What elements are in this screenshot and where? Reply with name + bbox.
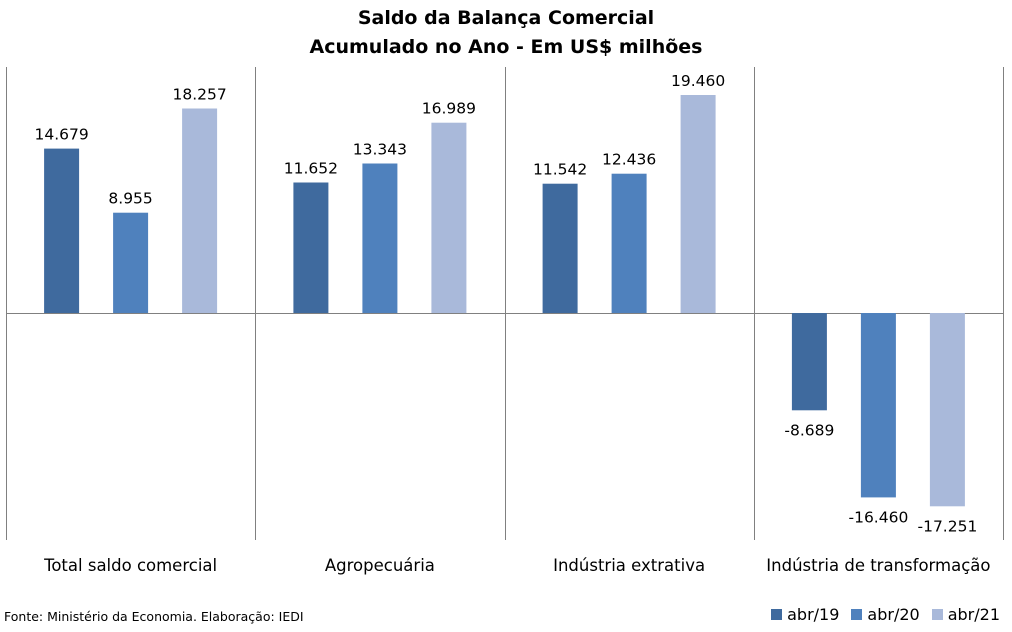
data-label: 16.989	[422, 100, 476, 118]
bar	[44, 148, 80, 313]
category-label: Agropecuária	[325, 556, 435, 575]
bar	[611, 173, 647, 313]
bar	[293, 182, 329, 313]
data-label: -16.460	[848, 508, 908, 526]
bar	[791, 313, 827, 411]
category-label: Indústria extrativa	[553, 556, 705, 575]
data-label: -8.689	[784, 421, 834, 439]
data-label: 13.343	[353, 141, 407, 159]
bar	[860, 313, 896, 498]
chart-title-line1: Saldo da Balança Comercial	[357, 7, 655, 29]
bar	[113, 212, 149, 313]
legend-swatch	[851, 609, 863, 620]
data-label: 14.679	[34, 126, 88, 144]
bar	[431, 122, 467, 313]
bar	[542, 183, 578, 313]
legend-swatch	[771, 609, 783, 620]
data-label: -17.251	[917, 517, 977, 535]
bar	[362, 163, 398, 313]
bar-chart: 14.679 8.955 18.257 Total saldo comercial 11…	[6, 67, 1004, 575]
bar	[182, 108, 218, 313]
data-label: 8.955	[108, 190, 152, 208]
bar	[929, 313, 965, 507]
legend-item: abr/21	[931, 605, 1000, 624]
data-label: 11.652	[284, 160, 338, 178]
legend-item: abr/19	[771, 605, 839, 624]
data-label: 11.542	[533, 161, 587, 179]
data-label: 18.257	[172, 86, 226, 104]
legend-label: abr/21	[947, 605, 1000, 624]
legend: abr/19 abr/20 abr/21	[771, 605, 1000, 624]
source-note: Fonte: Ministério da Economia. Elaboraçã…	[4, 609, 304, 624]
legend-label: abr/20	[867, 605, 920, 624]
category-label: Indústria de transformação	[766, 556, 990, 575]
data-label: 12.436	[602, 151, 656, 169]
bar	[680, 95, 716, 313]
legend-label: abr/19	[787, 605, 840, 624]
legend-swatch	[931, 609, 943, 620]
chart-title: Saldo da Balança Comercial Acumulado no …	[0, 4, 1012, 62]
legend-item: abr/20	[851, 605, 920, 624]
data-label: 19.460	[671, 72, 725, 90]
chart-title-line2: Acumulado no Ano - Em US$ milhões	[309, 36, 703, 58]
category-label: Total saldo comercial	[43, 556, 217, 575]
